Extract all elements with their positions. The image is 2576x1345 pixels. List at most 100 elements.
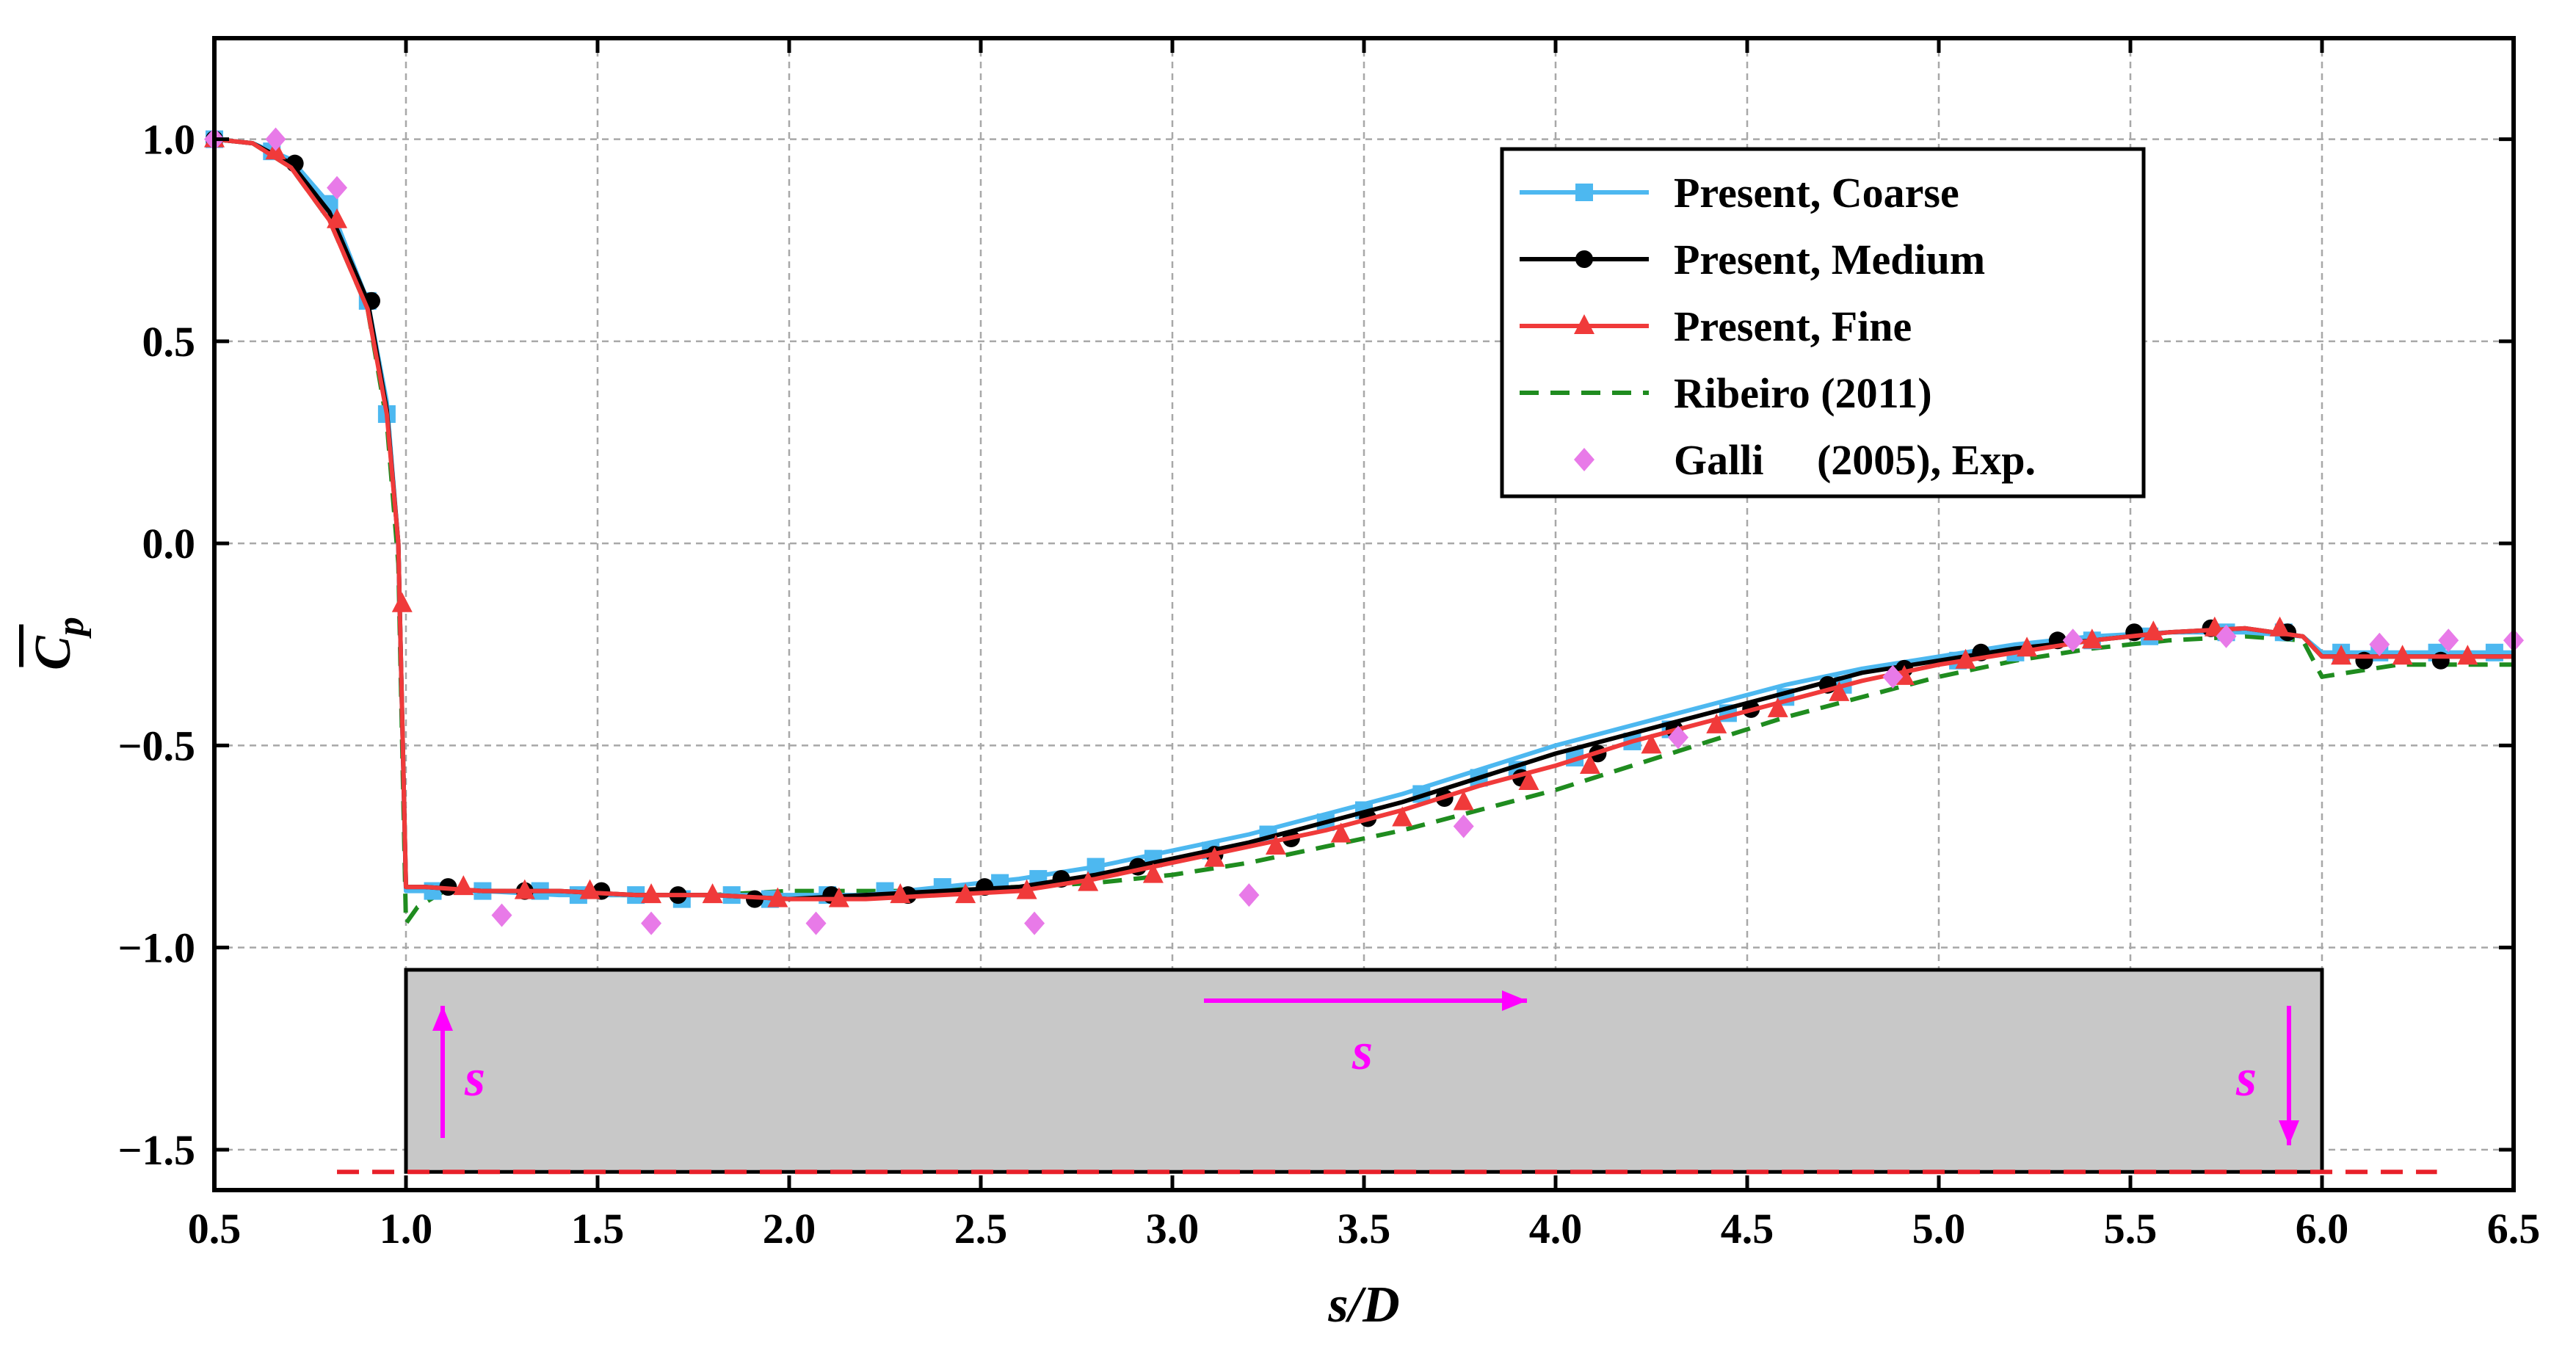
legend-item-coarse: Present, Coarse (1520, 169, 1959, 217)
marker-triangle (1518, 769, 1539, 790)
legend-label: Present, Fine (1674, 302, 1912, 350)
x-tick-label: 2.5 (954, 1205, 1008, 1252)
marker-diamond (1453, 814, 1474, 838)
legend-item-galli: Galli (2005), Exp. (1574, 436, 2036, 484)
y-tick-label: 0.5 (142, 318, 196, 366)
marker-diamond (1882, 664, 1904, 689)
marker-triangle (890, 883, 911, 904)
marker-diamond (1024, 911, 1045, 935)
marker-diamond (805, 911, 827, 935)
marker-triangle (1579, 753, 1600, 774)
marker-square (1575, 184, 1593, 201)
marker-triangle (2331, 645, 2352, 665)
s-label-top: s (1352, 1022, 1373, 1081)
y-axis-label-symbol: C (25, 635, 81, 670)
x-axis-label: s/D (1327, 1277, 1399, 1333)
y-tick-label: 1.0 (142, 116, 196, 164)
marker-triangle (1641, 733, 1662, 754)
x-tick-label: 2.0 (763, 1205, 816, 1252)
marker-triangle (2269, 616, 2290, 637)
series-layer (204, 127, 2524, 935)
x-tick-label: 3.5 (1338, 1205, 1391, 1252)
marker-triangle (2081, 628, 2102, 649)
y-tick-label: −0.5 (117, 722, 195, 769)
legend-box (1500, 147, 2146, 499)
marker-triangle (327, 208, 348, 228)
marker-diamond (2369, 632, 2390, 656)
marker-triangle (1078, 871, 1099, 891)
marker-circle (1575, 250, 1593, 268)
marker-triangle (2017, 637, 2038, 657)
legend-label: Galli (2005), Exp. (1674, 436, 2036, 484)
axis-ticks: 0.5 1.0 1.5 2.0 2.5 3.0 3.5 4.0 4.5 5.0 5.5 6.0 6.5 1… (117, 38, 2540, 1252)
marker-triangle (1265, 835, 1286, 855)
marker-triangle (1016, 879, 1037, 899)
legend: Present, Coarse Present, Medium Present, F… (1500, 147, 2146, 499)
y-tick-label: −1.5 (117, 1126, 195, 1174)
marker-triangle (767, 887, 788, 907)
marker-triangle (1330, 822, 1352, 843)
legend-label: Present, Coarse (1674, 169, 1959, 217)
marker-triangle (2457, 645, 2478, 665)
marker-triangle (1204, 846, 1225, 867)
s-label-left: s (464, 1048, 485, 1107)
x-tick-label: 6.0 (2296, 1205, 2349, 1252)
x-tick-label: 5.5 (2104, 1205, 2158, 1252)
marker-square (424, 882, 442, 900)
series-galli (204, 127, 2524, 935)
marker-triangle (1955, 648, 1976, 669)
marker-triangle (828, 887, 849, 907)
marker-triangle (514, 879, 535, 899)
marker-triangle (1392, 806, 1413, 827)
arrow-down-head (2279, 1120, 2299, 1145)
arrow-right-head (1502, 990, 1527, 1011)
y-axis-label-subscript: p (50, 617, 92, 639)
y-tick-label: 0.0 (142, 520, 196, 568)
marker-triangle (702, 883, 723, 904)
x-tick-label: 0.5 (188, 1205, 242, 1252)
marker-diamond (2062, 628, 2083, 653)
x-tick-label: 4.0 (1529, 1205, 1583, 1252)
marker-triangle (955, 883, 976, 904)
x-tick-label: 1.5 (571, 1205, 625, 1252)
marker-triangle (641, 883, 662, 904)
marker-diamond (265, 127, 286, 151)
x-tick-label: 4.5 (1721, 1205, 1774, 1252)
marker-diamond (2216, 624, 2237, 648)
marker-triangle (2143, 620, 2164, 641)
legend-item-fine: Present, Fine (1520, 302, 1912, 350)
cylinder-body (404, 968, 2324, 1174)
s-label-right: s (2235, 1048, 2257, 1107)
marker-diamond (1574, 448, 1594, 471)
y-tick-label: −1.0 (117, 924, 195, 972)
marker-triangle (1453, 790, 1474, 811)
legend-label: Present, Medium (1674, 236, 1985, 283)
legend-item-ribeiro: Ribeiro (2011) (1520, 369, 1932, 417)
marker-triangle (453, 875, 474, 896)
marker-diamond (1668, 725, 1689, 750)
marker-triangle (579, 879, 601, 899)
marker-diamond (1238, 883, 1260, 907)
y-axis-label-main: Cp (25, 617, 92, 670)
marker-triangle (391, 592, 413, 612)
x-tick-label: 1.0 (380, 1205, 433, 1252)
marker-diamond (2438, 628, 2459, 653)
marker-triangle (1706, 713, 1727, 733)
series-fine (204, 127, 2514, 907)
marker-triangle (1829, 681, 1850, 701)
marker-diamond (491, 903, 512, 927)
legend-item-medium: Present, Medium (1520, 236, 1985, 283)
y-axis-label: Cp (19, 617, 92, 670)
marker-triangle (1574, 314, 1594, 334)
marker-triangle (2392, 645, 2413, 665)
marker-diamond (327, 175, 348, 200)
marker-diamond (641, 911, 662, 935)
x-tick-label: 5.0 (1912, 1205, 1966, 1252)
arrow-up-head (432, 1006, 453, 1031)
legend-label: Ribeiro (2011) (1674, 369, 1932, 417)
marker-triangle (2204, 616, 2225, 637)
marker-triangle (1142, 863, 1164, 883)
x-tick-label: 3.0 (1146, 1205, 1200, 1252)
